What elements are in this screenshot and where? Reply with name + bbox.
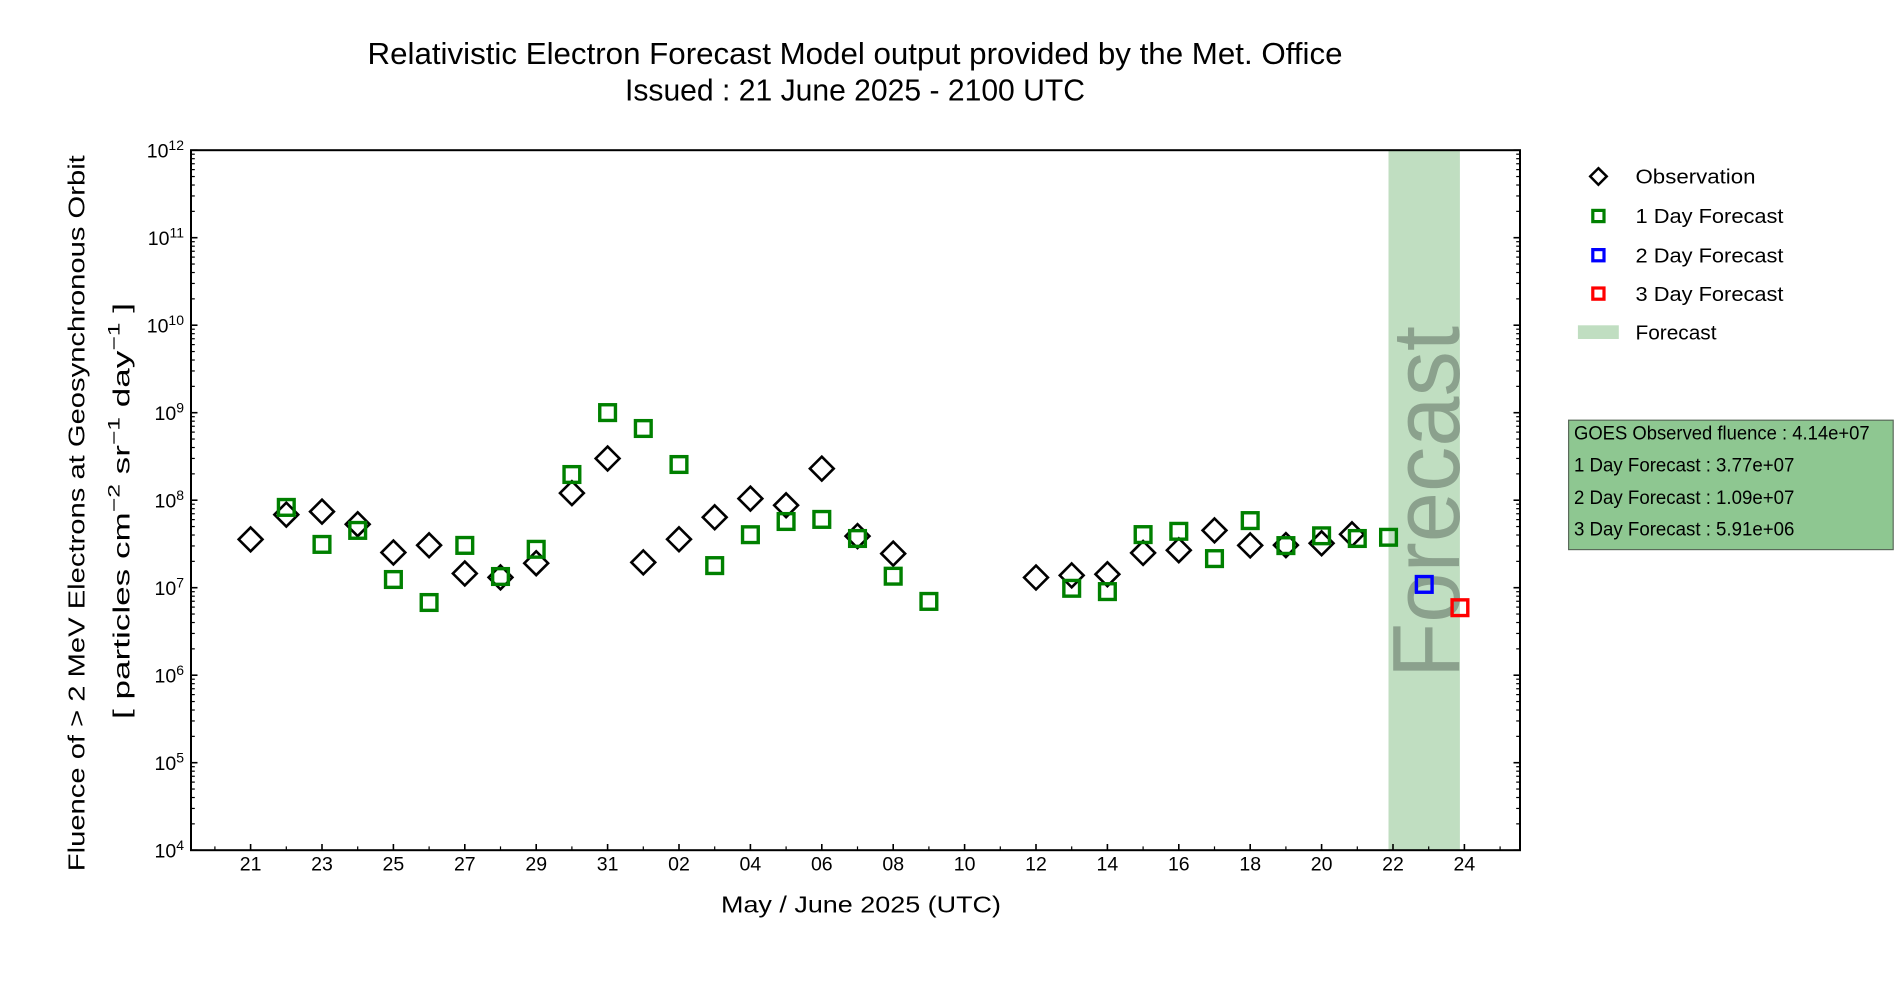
svg-text:31: 31 — [597, 854, 619, 876]
svg-text:29: 29 — [525, 854, 547, 876]
svg-text:24: 24 — [1454, 854, 1476, 876]
svg-text:21: 21 — [240, 854, 262, 876]
svg-text:02: 02 — [668, 854, 690, 876]
svg-text:06: 06 — [811, 854, 833, 876]
svg-text:10: 10 — [954, 854, 976, 876]
svg-text:18: 18 — [1239, 854, 1261, 876]
svg-text:May / June 2025 (UTC): May / June 2025 (UTC) — [721, 892, 1001, 918]
svg-text:Forecast: Forecast — [1636, 322, 1717, 344]
svg-text:Forecast: Forecast — [1374, 326, 1480, 678]
svg-text:2 Day Forecast: 2 Day Forecast — [1636, 245, 1784, 267]
svg-text:20: 20 — [1311, 854, 1333, 876]
svg-text:2 Day Forecast : 1.09e+07: 2 Day Forecast : 1.09e+07 — [1574, 488, 1794, 509]
svg-text:Issued : 21 June 2025 - 2100 U: Issued : 21 June 2025 - 2100 UTC — [625, 74, 1085, 108]
svg-text:08: 08 — [882, 854, 904, 876]
svg-text:27: 27 — [454, 854, 476, 876]
svg-text:[ particles cm−2 sr−1 day−1 ]: [ particles cm−2 sr−1 day−1 ] — [106, 303, 135, 719]
svg-text:04: 04 — [740, 854, 762, 876]
svg-text:Relativistic Electron Forecast: Relativistic Electron Forecast Model out… — [368, 37, 1343, 71]
svg-text:16: 16 — [1168, 854, 1190, 876]
svg-text:1 Day Forecast: 1 Day Forecast — [1636, 206, 1784, 228]
svg-text:Fluence of > 2 MeV Electrons a: Fluence of > 2 MeV Electrons at Geosynch… — [64, 155, 90, 872]
svg-text:14: 14 — [1097, 854, 1119, 876]
svg-text:1 Day Forecast : 3.77e+07: 1 Day Forecast : 3.77e+07 — [1574, 456, 1794, 477]
svg-text:3 Day Forecast : 5.91e+06: 3 Day Forecast : 5.91e+06 — [1574, 519, 1794, 540]
svg-text:23: 23 — [311, 854, 333, 876]
svg-text:22: 22 — [1382, 854, 1404, 876]
svg-text:25: 25 — [383, 854, 405, 876]
svg-text:Observation: Observation — [1636, 167, 1756, 189]
svg-text:3 Day Forecast: 3 Day Forecast — [1636, 284, 1784, 306]
svg-text:GOES Observed fluence : 4.14e+: GOES Observed fluence : 4.14e+07 — [1574, 424, 1870, 445]
svg-text:12: 12 — [1025, 854, 1047, 876]
